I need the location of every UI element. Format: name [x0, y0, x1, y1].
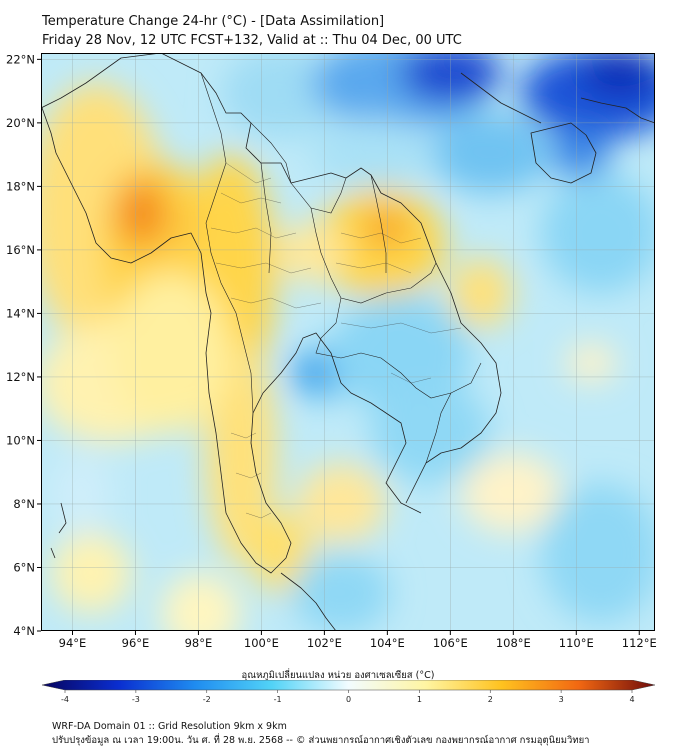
colorbar: -4 -3 -2 -1 0 1 2 3 4: [41, 680, 656, 704]
graticule: [41, 53, 655, 631]
colorbar-tick-label: 1: [417, 695, 422, 704]
lat-tick-label: 18°N: [6, 179, 35, 193]
colorbar-tick-label: -2: [203, 695, 211, 704]
lon-tick-label: 100°E: [244, 636, 279, 650]
lon-tick-label: 96°E: [122, 636, 150, 650]
axis-tick-labels: 94°E 96°E 98°E 100°E 102°E 104°E 106°E 108°E 110…: [6, 52, 657, 650]
colorbar-tick-label: 3: [559, 695, 564, 704]
lon-tick-label: 112°E: [622, 636, 657, 650]
footer-line-1: WRF-DA Domain 01 :: Grid Resolution 9km …: [52, 721, 287, 732]
lat-tick-label: 4°N: [13, 624, 35, 638]
colorbar-tick-label: 0: [346, 695, 351, 704]
lon-tick-label: 106°E: [433, 636, 468, 650]
lon-tick-label: 98°E: [185, 636, 213, 650]
province-boundaries: [210, 162, 462, 519]
map-frame: [41, 53, 655, 631]
temperature-change-map: 94°E 96°E 98°E 100°E 102°E 104°E 106°E 108°E 110…: [6, 52, 657, 650]
country-borders: [200, 72, 482, 464]
colorbar-tick-label: 2: [488, 695, 493, 704]
footer: WRF-DA Domain 01 :: Grid Resolution 9km …: [52, 720, 589, 748]
colorbar-tick-label: -3: [132, 695, 140, 704]
colorbar-tick-label: 4: [629, 695, 634, 704]
title-line-1: Temperature Change 24-hr (°C) - [Data As…: [42, 14, 385, 29]
title-line-2: Friday 28 Nov, 12 UTC FCST+132, Valid at…: [42, 33, 462, 48]
colorbar-tick-label: -1: [274, 695, 282, 704]
footer-line-2: ปรับปรุงข้อมูล ณ เวลา 19:00น. วัน ศ. ที่…: [52, 735, 590, 746]
colorbar-tick-label: -4: [61, 695, 69, 704]
lat-tick-label: 8°N: [13, 497, 35, 511]
colorbar-gradient: [41, 680, 656, 691]
lat-tick-label: 22°N: [6, 52, 35, 66]
map-title: Temperature Change 24-hr (°C) - [Data As…: [42, 12, 462, 50]
colorbar-label: อุณหภูมิเปลี่ยนแปลง หน่วย องศาเซลเซียส (…: [241, 670, 435, 681]
lat-tick-label: 10°N: [6, 433, 35, 447]
lat-tick-label: 16°N: [6, 243, 35, 257]
lon-tick-label: 104°E: [370, 636, 405, 650]
lat-tick-label: 20°N: [6, 116, 35, 130]
lon-tick-label: 102°E: [307, 636, 342, 650]
lon-tick-label: 110°E: [559, 636, 594, 650]
lon-tick-label: 94°E: [59, 636, 87, 650]
lat-tick-label: 12°N: [6, 370, 35, 384]
coastlines: [41, 53, 655, 631]
colorbar-ticks: -4 -3 -2 -1 0 1 2 3 4: [61, 690, 635, 704]
lat-tick-label: 14°N: [6, 306, 35, 320]
lat-tick-label: 6°N: [13, 560, 35, 574]
lon-tick-label: 108°E: [496, 636, 531, 650]
